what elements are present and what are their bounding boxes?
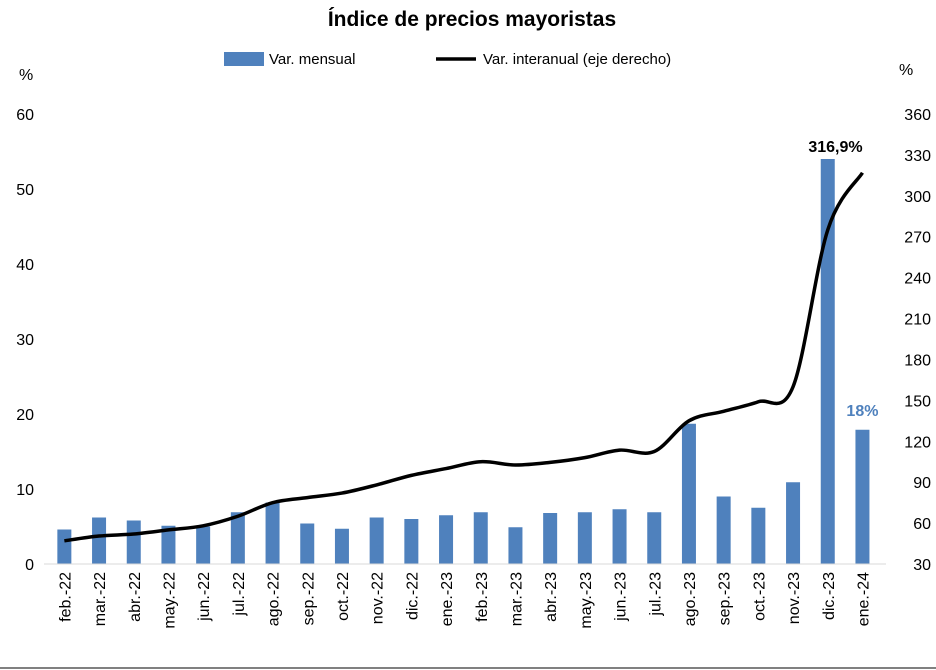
x-tick-label: abr.-22: [127, 572, 144, 622]
right-axis-ticks: 30 60 90 120 150 180 210 240 270 300 330 360: [904, 107, 931, 574]
legend-label-line: Var. interanual (eje derecho): [483, 51, 671, 68]
bar-may.-22: [161, 525, 176, 564]
bar-ago.-23: [681, 423, 696, 564]
bar-mar.-22: [92, 517, 107, 564]
x-tick-label: mar.-23: [508, 572, 525, 626]
bar-oct.-22: [334, 528, 349, 564]
legend-bar-swatch: [224, 52, 264, 66]
left-tick-label: 30: [16, 332, 34, 349]
series-line-interanual: [64, 171, 864, 543]
bar-dic.-23: [820, 159, 835, 564]
annotation-line-last: 316,9%: [808, 139, 862, 156]
x-tick-label: feb.-22: [57, 572, 74, 622]
legend-label-bar: Var. mensual: [269, 51, 355, 68]
left-axis-ticks: 0 10 20 30 40 50 60: [16, 107, 34, 574]
annotations-group: 316,9% 18%: [808, 139, 878, 420]
bar-mar.-23: [508, 527, 523, 564]
x-tick-label: ago.-23: [682, 572, 699, 626]
right-tick-label: 300: [904, 189, 931, 206]
x-tick-label: may.-23: [578, 572, 595, 629]
x-tick-label: sep.-22: [300, 572, 317, 625]
right-tick-label: 150: [904, 393, 931, 410]
x-tick-label: jun.-23: [613, 572, 630, 622]
x-tick-label: jul.-22: [231, 572, 248, 617]
bar-feb.-22: [57, 529, 72, 564]
bar-ago.-22: [265, 502, 280, 564]
right-tick-label: 330: [904, 148, 931, 165]
left-axis-unit: %: [19, 67, 33, 84]
bar-jul.-22: [230, 512, 245, 564]
x-tick-label: oct.-23: [751, 572, 768, 621]
x-tick-label: ene.-24: [855, 572, 872, 626]
bar-oct.-23: [751, 507, 766, 564]
right-tick-label: 120: [904, 434, 931, 451]
left-tick-label: 0: [25, 557, 34, 574]
right-tick-label: 30: [913, 557, 931, 574]
left-tick-label: 60: [16, 107, 34, 124]
annotation-bar-last: 18%: [846, 403, 878, 420]
left-tick-label: 20: [16, 407, 34, 424]
chart-title: Índice de precios mayoristas: [328, 8, 616, 31]
x-tick-label: feb.-23: [474, 572, 491, 622]
bar-jun.-22: [196, 526, 211, 564]
bar-nov.-22: [369, 517, 384, 564]
bar-abr.-23: [543, 513, 558, 564]
bar-sep.-22: [300, 523, 315, 564]
bar-dic.-22: [404, 519, 419, 564]
x-axis-ticks: feb.-22 mar.-22 abr.-22 may.-22 jun.-22 jul.-…: [57, 572, 872, 629]
bar-abr.-22: [126, 520, 141, 564]
x-tick-label: nov.-23: [786, 572, 803, 624]
x-tick-label: ago.-22: [266, 572, 283, 626]
x-tick-label: may.-22: [161, 572, 178, 629]
x-tick-label: mar.-22: [92, 572, 109, 626]
x-tick-label: jul.-23: [647, 572, 664, 617]
bar-jul.-23: [647, 512, 662, 564]
x-tick-label: abr.-23: [543, 572, 560, 622]
x-tick-label: ene.-23: [439, 572, 456, 626]
bar-sep.-23: [716, 496, 731, 564]
x-tick-label: oct.-22: [335, 572, 352, 621]
right-tick-label: 270: [904, 230, 931, 247]
x-tick-label: nov.-22: [370, 572, 387, 624]
x-tick-label: dic.-22: [404, 572, 421, 620]
left-tick-label: 10: [16, 482, 34, 499]
left-tick-label: 50: [16, 182, 34, 199]
x-tick-label: sep.-23: [717, 572, 734, 625]
x-tick-label: dic.-23: [821, 572, 838, 620]
x-tick-label: jun.-22: [196, 572, 213, 622]
bar-nov.-23: [786, 482, 801, 564]
right-tick-label: 360: [904, 107, 931, 124]
left-tick-label: 40: [16, 257, 34, 274]
bars-group: [57, 159, 870, 564]
bar-feb.-23: [473, 512, 488, 564]
bar-jun.-23: [612, 509, 627, 564]
bar-may.-23: [577, 512, 592, 564]
bar-ene.-23: [439, 515, 454, 564]
right-tick-label: 240: [904, 271, 931, 288]
right-axis-unit: %: [899, 62, 913, 79]
right-tick-label: 180: [904, 352, 931, 369]
right-tick-label: 90: [913, 475, 931, 492]
right-tick-label: 210: [904, 312, 931, 329]
bar-ene.-24: [855, 429, 870, 564]
line-group: [64, 171, 864, 543]
right-tick-label: 60: [913, 516, 931, 533]
